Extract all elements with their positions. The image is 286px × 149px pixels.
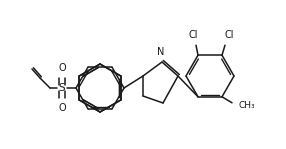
Text: Cl: Cl <box>188 30 198 40</box>
Text: O: O <box>58 63 66 73</box>
Text: CH₃: CH₃ <box>239 101 256 110</box>
Text: S: S <box>59 83 65 93</box>
Text: O: O <box>58 103 66 113</box>
Text: Cl: Cl <box>224 30 234 40</box>
Text: N: N <box>157 47 165 57</box>
